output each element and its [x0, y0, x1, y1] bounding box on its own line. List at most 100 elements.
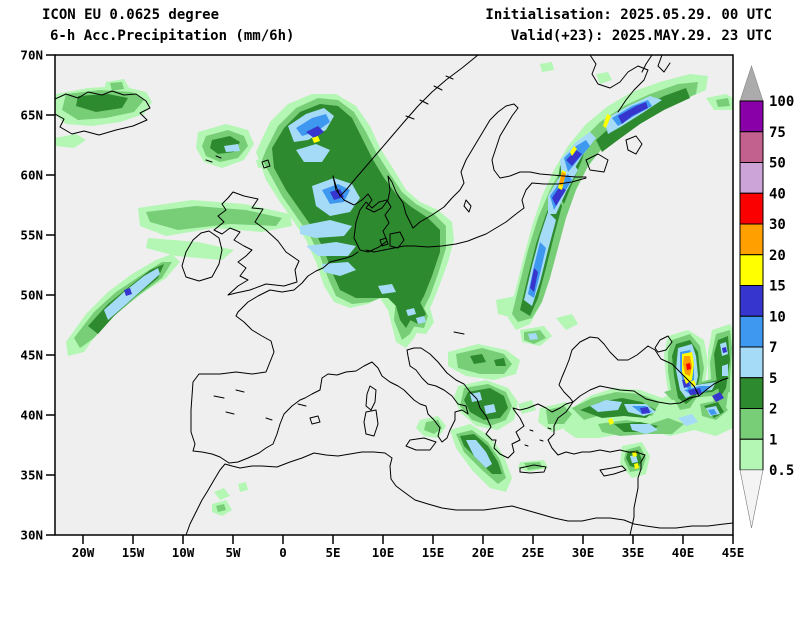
precip-blob	[518, 400, 536, 414]
lat-tick-label: 70N	[20, 48, 43, 63]
precip-blob	[590, 400, 622, 412]
lon-tick-label: 0	[279, 545, 287, 560]
precip-blob	[146, 206, 282, 230]
precip-blob	[566, 150, 582, 166]
lon-tick-label: 30E	[572, 545, 595, 560]
legend-band	[739, 131, 764, 163]
precip-blob	[312, 136, 320, 143]
coastline-ireland	[181, 230, 223, 282]
precip-blob	[470, 354, 486, 364]
precip-blob	[416, 316, 426, 324]
lat-tick-label: 30N	[20, 528, 43, 543]
lat-tick-label: 40N	[20, 408, 43, 423]
precip-blob	[618, 102, 648, 124]
legend-label: 5	[769, 371, 777, 387]
lon-tick-label: 35E	[622, 545, 645, 560]
precip-blob	[306, 242, 356, 256]
coastline-black-sea	[558, 335, 729, 405]
precip-blob	[494, 358, 506, 366]
precip-blob	[596, 88, 690, 152]
precip-blob	[596, 72, 612, 84]
legend-label: 50	[769, 156, 786, 172]
precip-blob	[528, 333, 538, 340]
precip-blob	[686, 363, 691, 370]
legend-under-arrow	[739, 469, 764, 529]
lon-tick-label: 20E	[472, 545, 495, 560]
precip-blob	[559, 172, 566, 186]
coastline-britain	[213, 191, 300, 296]
lon-tick-label: 15W	[122, 545, 145, 560]
lat-tick-label: 65N	[20, 108, 43, 123]
coastline-scandinavia	[332, 55, 587, 229]
longitude-axis: 20W 15W 10W 5W 0 5E 10E 15E 20E 25E 30E 35E 40E 45E	[72, 535, 745, 560]
coastline-denmark	[353, 199, 472, 253]
precip-blob	[466, 440, 492, 468]
lon-tick-label: 5W	[225, 545, 241, 560]
legend-over-arrow	[739, 65, 764, 102]
precip-blob	[296, 114, 330, 136]
lon-tick-label: 10W	[172, 545, 195, 560]
precip-blob	[406, 308, 416, 316]
lon-tick-label: 40E	[672, 545, 695, 560]
coastline-iceland	[55, 90, 151, 136]
lat-tick-label: 60N	[20, 168, 43, 183]
precip-blob	[330, 189, 344, 200]
lakes-outline	[453, 135, 643, 335]
precip-blob	[124, 288, 132, 296]
precip-blob	[524, 462, 542, 470]
lon-tick-label: 15E	[422, 545, 445, 560]
coastline-white-sea	[589, 55, 671, 113]
precip-blob	[708, 409, 717, 415]
legend-band	[739, 377, 764, 409]
coastline-north-africa	[185, 451, 733, 535]
precip-blob	[110, 82, 124, 91]
precip-blob	[216, 504, 226, 512]
precip-blob	[690, 380, 696, 387]
legend-label: 30	[769, 217, 786, 233]
legend-label: 75	[769, 125, 786, 141]
precip-blob	[678, 414, 698, 426]
lon-tick-label: 5E	[325, 545, 340, 560]
precip-blob	[630, 455, 638, 463]
precip-blob	[712, 392, 724, 402]
precip-blob	[722, 364, 728, 376]
precip-blob	[424, 420, 442, 434]
precip-blob	[630, 424, 658, 434]
precip-blob	[722, 347, 727, 353]
precip-blob	[306, 126, 324, 138]
lon-tick-label: 45E	[722, 545, 745, 560]
precip-blob	[603, 114, 611, 128]
legend-band	[739, 100, 764, 133]
precip-blob	[484, 404, 496, 414]
legend-label: 100	[769, 94, 794, 110]
legend-band	[739, 192, 764, 225]
legend-band	[739, 223, 764, 256]
lon-tick-label: 25E	[522, 545, 545, 560]
precip-blob	[716, 98, 730, 107]
init-time: Initialisation: 2025.05.29. 00 UTC	[485, 7, 772, 23]
latitude-axis: 70N 65N 60N 55N 50N 45N 40N 35N 30N	[20, 48, 55, 543]
precip-blob	[322, 262, 356, 276]
valid-time: Valid(+23): 2025.MAY.29. 23 UTC	[510, 28, 772, 44]
precip-blob	[55, 134, 86, 148]
lat-tick-label: 35N	[20, 468, 43, 483]
precip-blob	[214, 488, 230, 500]
lat-tick-label: 55N	[20, 228, 43, 243]
product-title: 6-h Acc.Precipitation (mm/6h)	[50, 28, 295, 44]
terrain-marks	[213, 389, 552, 447]
precip-blob	[546, 406, 572, 424]
coastlines	[55, 55, 733, 535]
coastline-fjord-marks	[405, 75, 454, 120]
legend-band	[739, 254, 764, 286]
precip-blob	[300, 220, 352, 238]
legend-label: 10	[769, 309, 786, 325]
precip-blob	[378, 284, 396, 294]
precip-blob	[688, 388, 702, 395]
precip-blob	[76, 94, 128, 112]
lat-tick-label: 45N	[20, 348, 43, 363]
legend-label: 15	[769, 279, 786, 295]
precip-blob	[640, 407, 650, 414]
lon-tick-label: 20W	[72, 545, 95, 560]
